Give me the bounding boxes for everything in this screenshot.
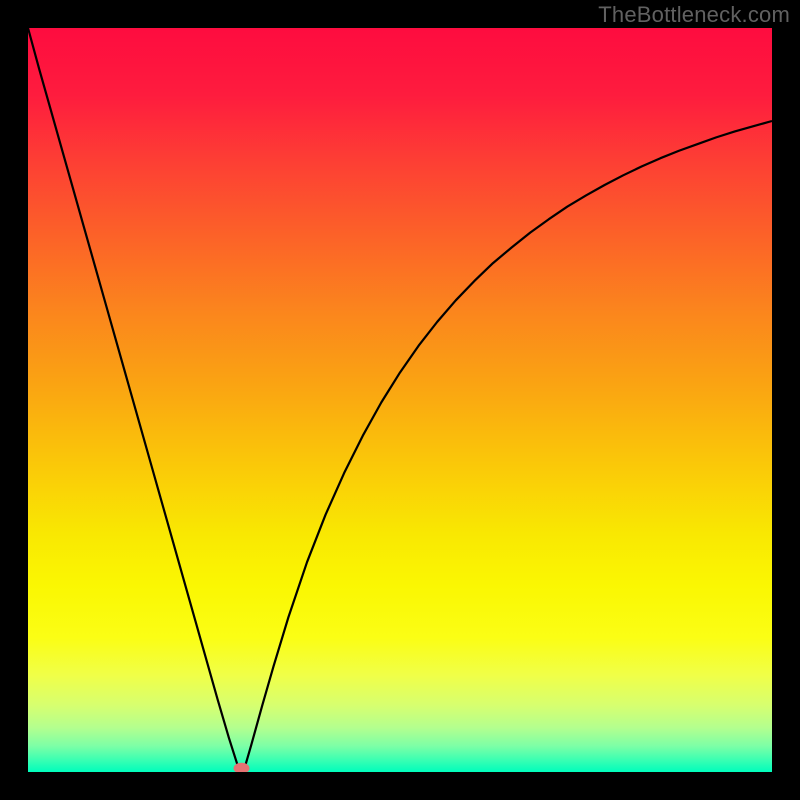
chart-container: TheBottleneck.com: [0, 0, 800, 800]
frame-left: [0, 0, 28, 800]
frame-bottom: [0, 772, 800, 800]
bottleneck-chart: [0, 0, 800, 800]
plot-background: [28, 28, 772, 772]
frame-right: [772, 0, 800, 800]
watermark-text: TheBottleneck.com: [598, 2, 790, 28]
